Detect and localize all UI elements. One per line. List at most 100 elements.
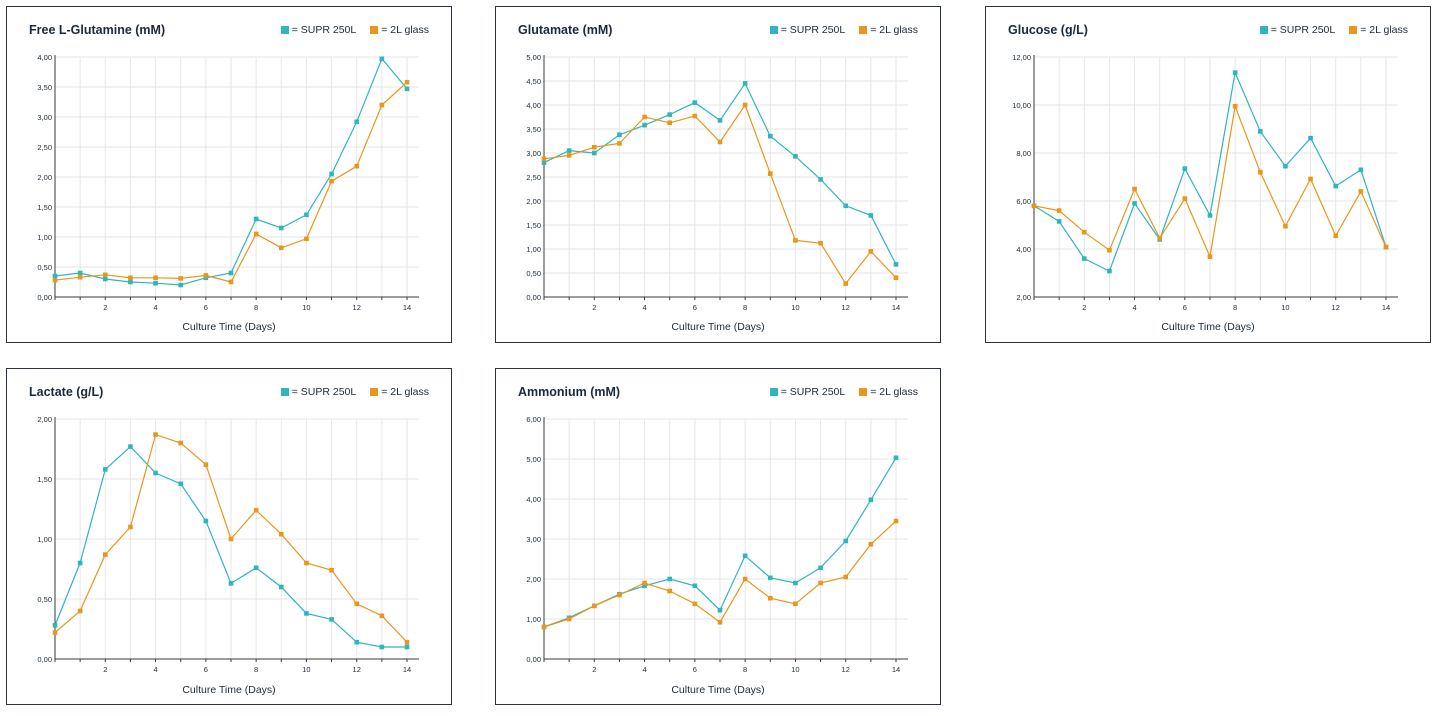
data-point-supr — [717, 118, 723, 123]
chart-title: Lactate (g/L) — [29, 385, 104, 399]
legend-label-glass: = 2L glass — [381, 24, 429, 36]
data-point-supr — [404, 86, 410, 92]
legend-label-supr: = SUPR 250L — [291, 24, 357, 36]
lactate-chart-svg: 0,00 0,50 1,00 1,50 2,00 2 4 6 8 10 12 14 — [37, 415, 419, 674]
chart-legend: = SUPR 250L = 2L glass — [756, 24, 918, 36]
data-point-supr — [1081, 256, 1087, 261]
legend-label-glass: = 2L glass — [870, 24, 918, 36]
x-tick-label: 2 — [592, 665, 596, 674]
data-point-glass — [228, 536, 234, 542]
data-point-supr — [767, 133, 773, 139]
data-point-supr — [893, 262, 899, 267]
x-tick-label: 6 — [693, 303, 697, 312]
data-point-glass — [278, 531, 284, 537]
data-point-supr — [1107, 268, 1112, 274]
legend-swatch-supr — [1259, 26, 1268, 34]
data-point-glass — [1383, 244, 1389, 250]
data-point-glass — [329, 178, 334, 184]
x-tick-label: 2 — [103, 665, 107, 674]
legend-label-glass: = 2L glass — [381, 386, 429, 398]
data-point-glass — [329, 567, 334, 573]
data-point-glass — [1081, 229, 1087, 235]
chart-title: Glutamate (mM) — [518, 23, 613, 37]
data-point-glass — [52, 277, 58, 283]
legend-item-supr: = SUPR 250L — [769, 24, 845, 36]
x-tick-label: 14 — [892, 665, 900, 674]
data-point-glass — [667, 120, 673, 126]
legend-item-glass: = 2L glass — [370, 24, 429, 36]
legend-label-glass: = 2L glass — [1360, 24, 1408, 36]
y-tick-label: 3,50 — [37, 83, 52, 92]
data-point-supr — [329, 617, 334, 622]
glutamate-chart-svg: 0,00 0,50 1,00 1,50 2,00 2,50 3,00 3,50 4,00 4,50… — [526, 53, 908, 312]
legend-swatch-glass — [859, 388, 868, 396]
x-tick-label: 12 — [842, 303, 850, 312]
data-point-glass — [379, 102, 385, 108]
data-point-glass — [1031, 203, 1037, 209]
y-tick-label: 4,50 — [526, 77, 541, 86]
legend-swatch-glass — [370, 388, 379, 396]
data-point-glass — [203, 462, 209, 467]
data-point-supr — [253, 565, 259, 571]
data-point-glass — [128, 275, 133, 281]
data-point-supr — [893, 455, 899, 461]
data-point-glass — [1333, 233, 1339, 239]
data-point-supr — [868, 213, 874, 218]
data-point-glass — [541, 156, 547, 162]
y-tick-label: 2,00 — [37, 173, 52, 182]
data-point-supr — [278, 225, 284, 231]
data-point-supr — [77, 270, 83, 276]
x-tick-label: 4 — [153, 303, 157, 312]
x-axis-label: Culture Time (Days) — [671, 321, 765, 333]
x-tick-label: 10 — [302, 303, 310, 312]
data-point-glass — [77, 608, 83, 614]
x-tick-label: 6 — [693, 665, 697, 674]
x-tick-label: 8 — [254, 665, 258, 674]
y-tick-label: 0,50 — [526, 269, 541, 278]
data-point-glass — [1358, 189, 1364, 194]
data-point-glass — [102, 552, 108, 557]
data-point-glass — [102, 272, 108, 278]
legend-swatch-glass — [859, 26, 868, 34]
legend-label-supr: = SUPR 250L — [291, 386, 357, 398]
x-tick-label: 14 — [403, 303, 411, 312]
y-tick-label: 6,00 — [526, 415, 541, 424]
legend-swatch-glass — [370, 26, 379, 34]
legend-swatch-supr — [280, 388, 289, 396]
data-point-supr — [692, 583, 698, 589]
y-tick-label: 8,00 — [1016, 149, 1031, 158]
data-point-glass — [818, 240, 823, 246]
data-point-glass — [379, 613, 385, 619]
data-point-glass — [1132, 186, 1137, 192]
data-point-glass — [617, 592, 622, 598]
data-point-supr — [692, 100, 698, 105]
data-point-supr — [818, 565, 823, 571]
data-point-supr — [843, 203, 849, 209]
data-point-supr — [793, 580, 798, 586]
y-tick-label: 0,00 — [526, 293, 541, 302]
data-point-supr — [742, 553, 748, 559]
data-point-glass — [767, 171, 773, 176]
x-axis-label: Culture Time (Days) — [671, 684, 765, 696]
data-point-supr — [843, 538, 849, 544]
data-point-supr — [228, 581, 234, 586]
x-tick-label: 14 — [403, 665, 411, 674]
x-tick-label: 8 — [743, 665, 747, 674]
data-point-supr — [153, 470, 158, 476]
y-tick-label: 1,50 — [37, 475, 52, 484]
data-point-supr — [203, 275, 209, 281]
data-point-supr — [1308, 135, 1313, 141]
data-point-glass — [767, 595, 773, 601]
data-point-glass — [253, 507, 259, 513]
y-tick-label: 10,00 — [1012, 101, 1031, 110]
data-point-supr — [102, 467, 108, 472]
data-point-supr — [1232, 70, 1238, 75]
data-point-supr — [153, 280, 158, 286]
data-point-supr — [1182, 166, 1188, 171]
data-point-supr — [1333, 183, 1339, 189]
data-point-glass — [253, 231, 259, 237]
x-tick-label: 12 — [353, 303, 361, 312]
legend-item-supr: = SUPR 250L — [769, 386, 845, 398]
x-tick-label: 2 — [592, 303, 596, 312]
y-tick-label: 1,50 — [526, 221, 541, 230]
